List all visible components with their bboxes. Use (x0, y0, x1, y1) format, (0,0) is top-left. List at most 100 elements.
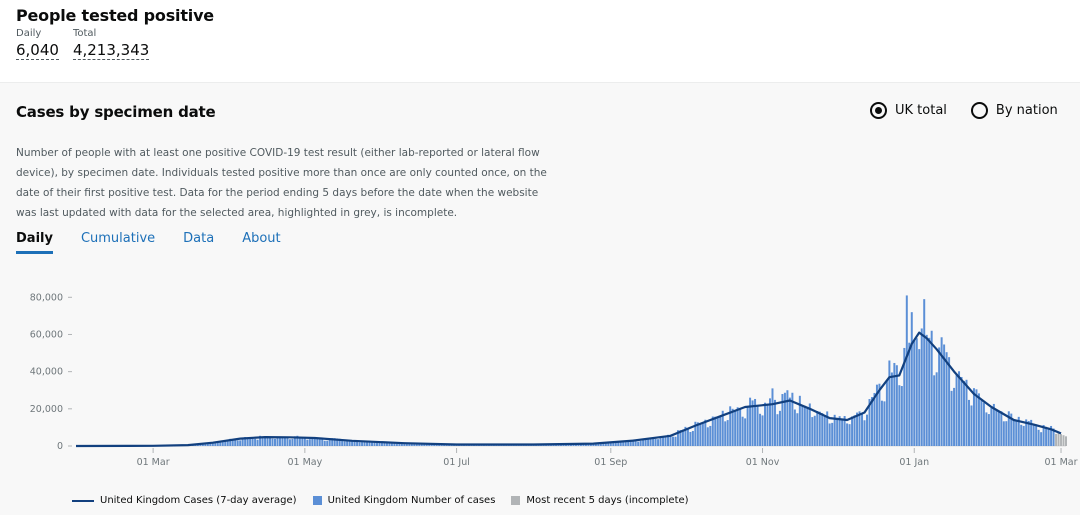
case-bar (1032, 425, 1035, 446)
case-bar (696, 422, 699, 446)
total-metric: Total 4,213,343 (72, 27, 150, 60)
case-bar (385, 442, 388, 446)
case-bar (766, 403, 769, 446)
case-bar (711, 416, 714, 446)
case-bar (821, 413, 824, 446)
case-bar (388, 441, 391, 446)
case-bar (301, 436, 304, 446)
case-bar (908, 342, 911, 446)
case-bar (883, 401, 886, 446)
case-bar (584, 444, 587, 446)
tab-cumulative[interactable]: Cumulative (80, 231, 156, 246)
case-bar (773, 399, 776, 446)
case-bar (853, 415, 856, 446)
case-bar (622, 442, 625, 446)
tab-data[interactable]: Data (183, 231, 215, 246)
case-bar (226, 440, 229, 446)
case-bar (293, 436, 296, 446)
case-bar (923, 299, 926, 446)
case-bar (831, 422, 834, 446)
case-bar (278, 436, 281, 446)
case-bar (316, 437, 319, 446)
case-bar (798, 395, 801, 446)
case-bar (264, 436, 267, 446)
case-bar (298, 437, 301, 446)
case-bar (689, 431, 692, 446)
case-bar (383, 441, 386, 446)
case-bar (990, 408, 993, 446)
case-bar (843, 416, 846, 446)
case-bar (890, 372, 893, 446)
case-bar (1037, 429, 1040, 446)
radio-uk-total[interactable]: UK total (870, 102, 947, 119)
legend-item-average[interactable]: United Kingdom Cases (7-day average) (72, 495, 297, 506)
headline-metrics: Daily 6,040 Total 4,213,343 (16, 27, 214, 60)
case-bar (587, 443, 590, 446)
case-bar (256, 439, 259, 446)
case-bar (796, 413, 799, 446)
case-bar (706, 427, 709, 446)
case-bar (331, 438, 334, 446)
case-bar (761, 415, 764, 446)
case-bar (281, 436, 284, 446)
case-bar (861, 413, 864, 446)
case-bar (769, 398, 771, 446)
case-bar (1060, 434, 1063, 446)
case-bar (291, 438, 294, 446)
case-bar (1007, 411, 1010, 446)
y-tick-label: 20,000 (30, 404, 63, 415)
daily-value[interactable]: 6,040 (16, 41, 59, 60)
tab-about[interactable]: About (242, 231, 281, 246)
case-bar (915, 338, 918, 446)
case-bar (928, 337, 931, 446)
radio-by-nation[interactable]: By nation (970, 102, 1058, 119)
case-bar (704, 419, 707, 446)
case-bar (612, 441, 615, 446)
case-bar (846, 423, 849, 446)
case-bar (691, 430, 694, 446)
case-bar (955, 373, 958, 446)
case-bar (398, 442, 401, 446)
case-bar (806, 407, 809, 446)
total-label: Total (72, 28, 97, 39)
case-bar (550, 444, 553, 446)
case-bar (206, 443, 209, 446)
case-bar (925, 334, 928, 446)
case-bar (676, 430, 679, 446)
case-bar (875, 384, 878, 446)
legend-line-swatch (72, 499, 94, 502)
case-bar (724, 421, 727, 446)
case-bar (201, 443, 204, 446)
case-bar (627, 440, 630, 446)
x-tick-label: 01 Nov (746, 457, 780, 468)
case-bar (283, 437, 286, 446)
case-bar (296, 435, 299, 446)
case-bar (863, 420, 866, 446)
case-bar (231, 439, 234, 446)
case-bar (716, 417, 719, 446)
cases-card: Cases by specimen date UK total By natio… (0, 82, 1080, 515)
tab-daily[interactable]: Daily (16, 231, 53, 254)
case-bar (719, 416, 722, 446)
case-bar (313, 437, 316, 446)
case-bar (1000, 411, 1003, 446)
case-bar (759, 413, 762, 446)
total-value[interactable]: 4,213,343 (72, 41, 150, 60)
area-radio-group: UK total By nation (870, 102, 1058, 119)
case-bar (659, 437, 662, 446)
case-bar (786, 390, 789, 446)
case-bar (1005, 421, 1008, 446)
case-bar (841, 419, 844, 446)
legend-item-incomplete[interactable]: Most recent 5 days (incomplete) (511, 495, 689, 506)
case-bar (405, 443, 408, 446)
case-bar (403, 443, 406, 446)
x-tick-label: 01 Sep (594, 457, 627, 468)
case-bar (895, 365, 898, 446)
case-bar (251, 437, 254, 446)
case-bar (639, 440, 642, 446)
case-bar (813, 415, 816, 446)
case-bar (261, 436, 264, 446)
case-bar (808, 403, 811, 446)
case-bar (756, 406, 759, 446)
legend-item-cases[interactable]: United Kingdom Number of cases (312, 495, 495, 506)
